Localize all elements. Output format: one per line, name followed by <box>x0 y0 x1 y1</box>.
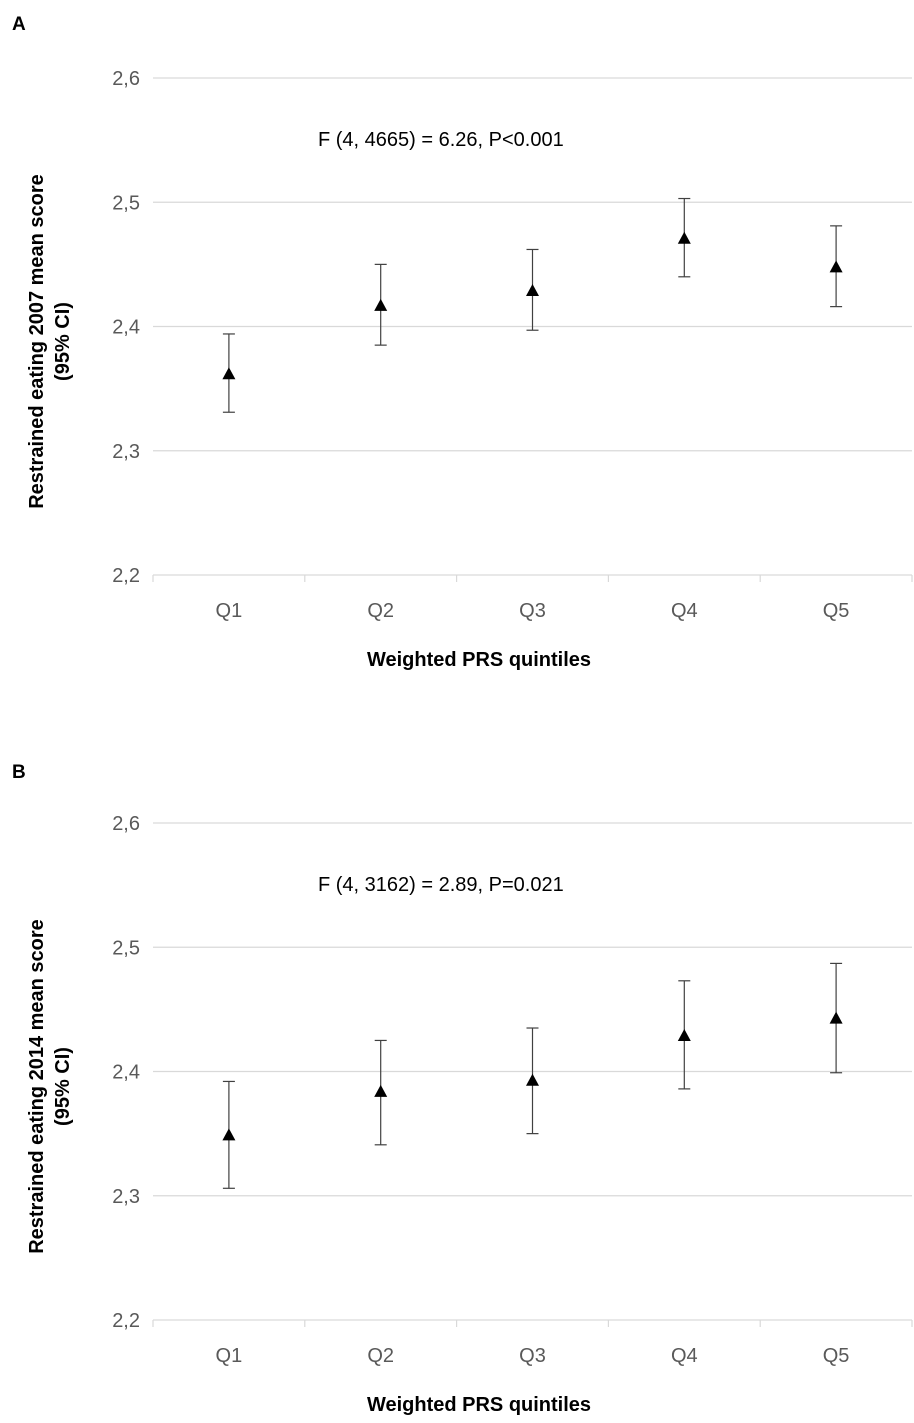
chart-panel-a: A 2,2 2,3 2,4 2,5 2,6 Q1 Q2 Q3 Q4 Q5 F (4, 4665) = … <box>12 14 913 671</box>
x-tick-label: Q1 <box>216 600 243 622</box>
y-tick-label: 2,2 <box>112 565 140 587</box>
x-tick-label: Q3 <box>519 600 546 622</box>
data-point-marker <box>526 283 539 296</box>
data-point-marker <box>677 1028 691 1041</box>
data-point-marker <box>526 1073 539 1086</box>
data-point-marker <box>677 231 691 244</box>
x-tick-label: Q5 <box>823 600 850 622</box>
x-tick-label: Q5 <box>823 1345 850 1367</box>
data-point-marker <box>829 1011 843 1024</box>
y-axis-title: Restrained eating 2014 mean score <box>26 919 48 1254</box>
y-axis-title: Restrained eating 2007 mean score <box>26 174 48 509</box>
x-tick-label: Q2 <box>367 1345 394 1367</box>
y-tick-label: 2,2 <box>112 1310 140 1332</box>
data-point-marker <box>374 1084 388 1097</box>
y-tick-label: 2,4 <box>112 317 140 339</box>
y-tick-label: 2,5 <box>112 937 140 959</box>
stat-annotation: F (4, 4665) = 6.26, P<0.001 <box>318 129 564 151</box>
x-tick-label: Q4 <box>671 1345 698 1367</box>
y-tick-label: 2,6 <box>112 68 140 90</box>
y-tick-label: 2,3 <box>112 1186 140 1208</box>
panel-letter: B <box>12 762 26 783</box>
x-tick-label: Q2 <box>367 600 394 622</box>
y-tick-label: 2,3 <box>112 441 140 463</box>
data-point-marker <box>374 298 388 311</box>
data-point-marker <box>829 260 843 273</box>
x-tick-label: Q3 <box>519 1345 546 1367</box>
y-axis-title-line2: (95% CI) <box>52 302 74 381</box>
y-tick-label: 2,5 <box>112 192 140 214</box>
data-point-marker <box>222 367 236 380</box>
stat-annotation: F (4, 3162) = 2.89, P=0.021 <box>318 874 564 896</box>
y-axis-title-line2: (95% CI) <box>52 1047 74 1126</box>
chart-panel-b: B 2,2 2,3 2,4 2,5 2,6 Q1 Q2 Q3 Q4 Q5 F (4, 3162) = … <box>12 762 913 1416</box>
y-tick-label: 2,6 <box>112 813 140 835</box>
x-axis-title: Weighted PRS quintiles <box>367 649 591 671</box>
panel-letter: A <box>12 14 26 35</box>
y-tick-label: 2,4 <box>112 1062 140 1084</box>
x-tick-label: Q4 <box>671 600 698 622</box>
x-axis-title: Weighted PRS quintiles <box>367 1394 591 1416</box>
x-tick-label: Q1 <box>216 1345 243 1367</box>
data-point-marker <box>222 1128 236 1141</box>
